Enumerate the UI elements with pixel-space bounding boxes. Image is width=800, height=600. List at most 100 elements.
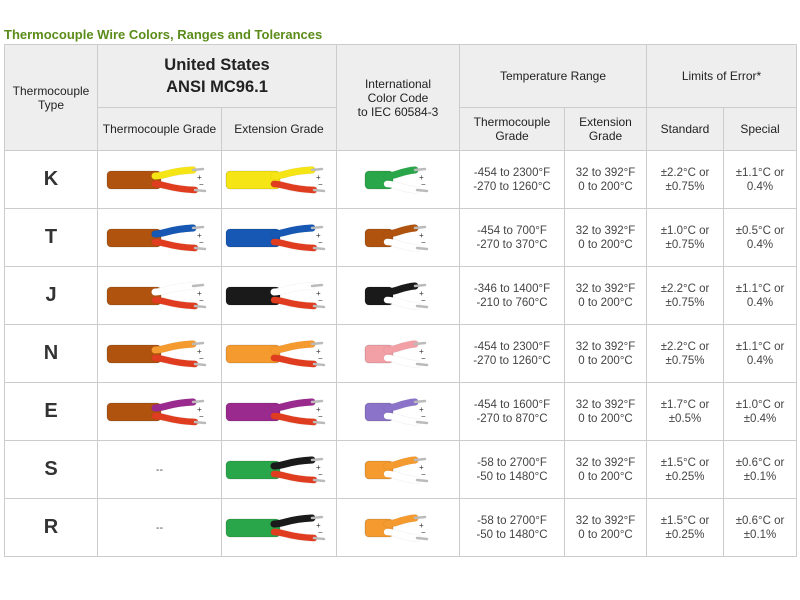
table-row: N + − + − + − -454 to 2300°F -270 to 1260°C 32 to… [4,324,798,383]
intl-wire: + − [336,208,460,267]
jacket [225,170,281,189]
svg-text:−: − [199,180,204,189]
range-f: -58 to 2700°F [477,456,547,469]
svg-text:+: + [316,405,321,414]
intl-wire: + − [336,382,460,441]
tc-grade-range: -346 to 1400°F -210 to 760°C [459,266,565,325]
range-c: 0 to 200°C [578,238,633,251]
header-ext-grade-temp: Extension Grade [564,107,647,151]
negative-lead [151,238,198,251]
range-c: 0 to 200°C [578,470,633,483]
header-tc-grade: Thermocouple Grade [97,107,222,151]
range-c: -50 to 1480°C [476,528,548,541]
negative-lead [383,470,421,483]
svg-text:−: − [421,354,426,363]
thermocouple-type: E [4,382,98,441]
limit-line1: ±1.1°C or [735,340,785,353]
tc-grade-range: -454 to 1600°F -270 to 870°C [459,382,565,441]
limit-line2: ±0.75% [665,354,705,367]
negative-lead [270,180,318,193]
svg-text:+: + [316,347,321,356]
jacket [225,344,281,363]
intl-wire: + − [336,440,460,499]
range-c: -270 to 370°C [476,238,548,251]
limit-standard: ±1.5°C or ±0.25% [646,498,724,557]
limit-line2: ±0.5% [668,412,702,425]
negative-lead [270,354,318,367]
intl-wire-icon: +− [364,223,429,252]
header-type: Thermocouple Type [4,44,98,151]
header-ext-grade: Extension Grade [221,107,337,151]
limit-special: ±0.6°C or ±0.1% [722,440,798,499]
tc-grade-wire: + − [97,150,222,209]
limit-line1: ±1.7°C or [660,398,710,411]
jacket [225,402,281,421]
jacket [106,344,161,363]
range-f: 32 to 392°F [575,514,636,527]
tc-grade-range: -58 to 2700°F -50 to 1480°C [459,498,565,557]
jacket [225,460,281,479]
tc-grade-wire-icon: +− [106,397,206,426]
limit-line2: ±0.25% [665,470,705,483]
ext-grade-wire-icon: +− [225,339,326,368]
intl-wire-icon: +− [364,339,429,368]
limit-line1: ±2.2°C or [660,282,710,295]
limit-special: ±0.5°C or 0.4% [722,208,798,267]
tc-grade-wire: -- [97,440,222,499]
jacket [225,286,281,305]
negative-lead [151,180,198,193]
svg-text:+: + [197,347,202,356]
tc-grade-range: -454 to 2300°F -270 to 1260°C [459,150,565,209]
range-c: 0 to 200°C [578,296,633,309]
thermocouple-type: S [4,440,98,499]
svg-text:−: − [318,296,323,305]
negative-lead [151,296,198,309]
header-standard: Standard [646,107,724,151]
ext-grade-range: 32 to 392°F 0 to 200°C [564,382,647,441]
limit-special: ±0.6°C or ±0.1% [722,498,798,557]
header-us-standard: United States ANSI MC96.1 [97,44,337,108]
ext-grade-wire: + − [221,266,337,325]
svg-text:+: + [419,463,424,472]
negative-lead [270,470,318,483]
negative-lead [383,296,421,309]
svg-text:−: − [318,412,323,421]
range-f: -454 to 1600°F [473,398,551,411]
ext-grade-wire-icon: +− [225,281,326,310]
jacket [106,286,161,305]
limit-standard: ±2.2°C or ±0.75% [646,150,724,209]
tc-grade-wire: + − [97,266,222,325]
limit-line2: ±0.75% [665,296,705,309]
intl-wire-icon: +− [364,513,429,542]
jacket [225,228,281,247]
limit-line2: ±0.1% [743,528,777,541]
range-f: 32 to 392°F [575,340,636,353]
header-intl-line1: International Color Code [364,76,432,105]
range-f: -346 to 1400°F [473,282,551,295]
limit-standard: ±2.2°C or ±0.75% [646,266,724,325]
intl-wire-icon: +− [364,281,429,310]
ext-grade-wire: + − [221,498,337,557]
limit-line1: ±1.0°C or [660,224,710,237]
intl-wire-icon: +− [364,397,429,426]
tc-grade-wire: + − [97,324,222,383]
table-row: K + − + − + − -454 to 2300°F -270 to 1260°C 32 to… [4,150,798,209]
limit-line1: ±2.2°C or [660,340,710,353]
limit-line1: ±1.1°C or [735,166,785,179]
svg-text:+: + [316,521,321,530]
ext-grade-wire: + − [221,150,337,209]
limit-line2: 0.4% [746,238,774,251]
tc-grade-wire-icon: +− [106,339,206,368]
svg-text:+: + [197,231,202,240]
tc-grade-wire-icon: +− [106,281,206,310]
svg-text:+: + [419,173,424,182]
jacket [106,402,161,421]
ext-grade-range: 32 to 392°F 0 to 200°C [564,324,647,383]
tc-grade-wire-icon: +− [106,223,206,252]
negative-lead [383,354,421,367]
thermocouple-type: N [4,324,98,383]
range-f: -454 to 2300°F [473,340,551,353]
ext-grade-wire-icon: +− [225,513,326,542]
tc-grade-wire-icon: +− [106,165,206,194]
limit-line2: 0.4% [746,180,774,193]
